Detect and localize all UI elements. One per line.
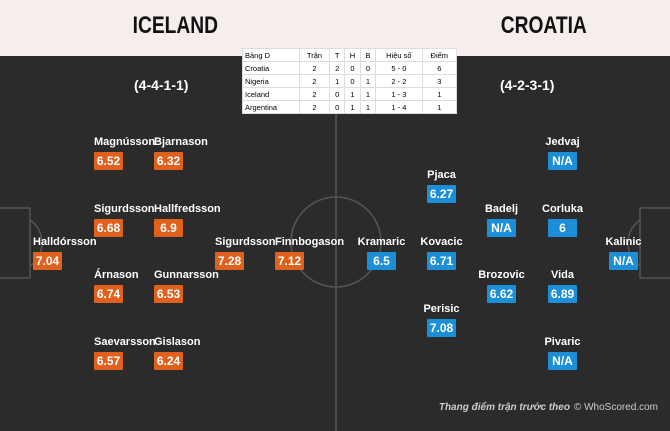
player-name: Kalinic	[605, 236, 642, 248]
player-rating: 6.68	[94, 219, 123, 237]
home-team: ICELAND	[132, 12, 219, 39]
player-rating: 6.71	[427, 252, 456, 270]
player-name: Corluka	[542, 203, 583, 215]
player-name: Gislason	[154, 336, 201, 348]
table-cell: 1	[329, 74, 345, 88]
player-name: Finnbogason	[275, 236, 345, 248]
table-cell: Nigeria	[242, 74, 300, 88]
table-cell: 6	[421, 61, 458, 75]
caption: Thang điểm trận trước theo	[438, 402, 570, 413]
table-cell: 3	[421, 74, 458, 88]
player-name: Bjarnason	[154, 136, 208, 148]
footer: Thang điểm trận trước theo © WhoScored.co…	[439, 402, 658, 413]
header: ICELAND CROATIA	[0, 0, 670, 56]
player-name: Magnússon	[94, 136, 156, 148]
player-name: Pjaca	[427, 169, 456, 181]
column-header: T	[329, 48, 345, 62]
player-name: Badelj	[484, 203, 519, 215]
player-name: Sigurdsson	[94, 203, 155, 215]
table-cell: 1	[359, 74, 377, 88]
table-cell: 2 - 2	[375, 74, 423, 88]
table-header: Bảng D Trận T H B Hiệu số Điểm	[242, 48, 458, 62]
player-name: Brozovic	[478, 269, 525, 281]
table-cell: Iceland	[242, 87, 300, 101]
player-name: Sigurdsson	[215, 236, 276, 248]
table-cell: 2	[298, 74, 331, 88]
player-rating: N/A	[548, 152, 577, 170]
player-rating: 6.27	[427, 185, 456, 203]
table-cell: 5 - 0	[375, 61, 423, 75]
column-header: Trận	[298, 48, 331, 62]
table-cell: 2	[329, 61, 345, 75]
player-name: Saevarsson	[94, 336, 156, 348]
table-cell: 1	[343, 87, 361, 101]
player-rating: 6.32	[154, 152, 183, 170]
table-cell: Argentina	[242, 100, 300, 114]
table-cell: 0	[359, 61, 377, 75]
column-header: Bảng D	[242, 48, 300, 62]
column-header: H	[343, 48, 361, 62]
player-name: Árnason	[94, 269, 139, 281]
column-header: Điểm	[421, 48, 458, 62]
away-formation: (4-2-3-1)	[500, 77, 555, 93]
player-rating: N/A	[487, 219, 516, 237]
player-rating: 6	[548, 219, 577, 237]
player-name: Kovacic	[420, 236, 463, 248]
table-cell: 2	[298, 61, 331, 75]
player-rating: N/A	[609, 252, 638, 270]
table-cell: 1	[421, 100, 458, 114]
player-rating: 6.24	[154, 352, 183, 370]
table-cell: 1	[359, 87, 377, 101]
player-rating: 7.04	[33, 252, 62, 270]
column-header: B	[359, 48, 377, 62]
player-name: Perisic	[423, 303, 460, 315]
table-cell: 2	[298, 87, 331, 101]
table-cell: 0	[343, 74, 361, 88]
table-cell: 1 - 3	[375, 87, 423, 101]
player-name: Gunnarsson	[154, 269, 219, 281]
player-name: Vida	[550, 269, 575, 281]
player-rating: 6.5	[367, 252, 396, 270]
player-name: Hallfredsson	[154, 203, 221, 215]
player-rating: 6.52	[94, 152, 123, 170]
player-name: Kramaric	[357, 236, 406, 248]
table-cell: Croatia	[242, 61, 300, 75]
player-rating: 6.53	[154, 285, 183, 303]
column-header: Hiệu số	[375, 48, 423, 62]
table-cell: 1 - 4	[375, 100, 423, 114]
player-rating: 6.9	[154, 219, 183, 237]
table-cell: 1	[359, 100, 377, 114]
player-rating: N/A	[548, 352, 577, 370]
player-rating: 6.89	[548, 285, 577, 303]
player-name: Pivaric	[544, 336, 581, 348]
table-cell: 2	[298, 100, 331, 114]
player-name: Halldórsson	[33, 236, 97, 248]
table-cell: 1	[421, 87, 458, 101]
player-rating: 6.62	[487, 285, 516, 303]
source: © WhoScored.com	[573, 402, 658, 413]
table-cell: 0	[329, 100, 345, 114]
player-rating: 7.08	[427, 319, 456, 337]
player-rating: 7.28	[215, 252, 244, 270]
table-cell: 1	[343, 100, 361, 114]
standings-table: Bảng D Trận T H B Hiệu số Điểm Croatia 2 2 0 0 5 - 0…	[242, 48, 458, 114]
table-cell: 0	[343, 61, 361, 75]
player-rating: 7.12	[275, 252, 304, 270]
player-name: Jedvaj	[545, 136, 580, 148]
away-team: CROATIA	[500, 12, 587, 39]
table-cell: 0	[329, 87, 345, 101]
player-rating: 6.74	[94, 285, 123, 303]
home-formation: (4-4-1-1)	[134, 77, 189, 93]
player-rating: 6.57	[94, 352, 123, 370]
